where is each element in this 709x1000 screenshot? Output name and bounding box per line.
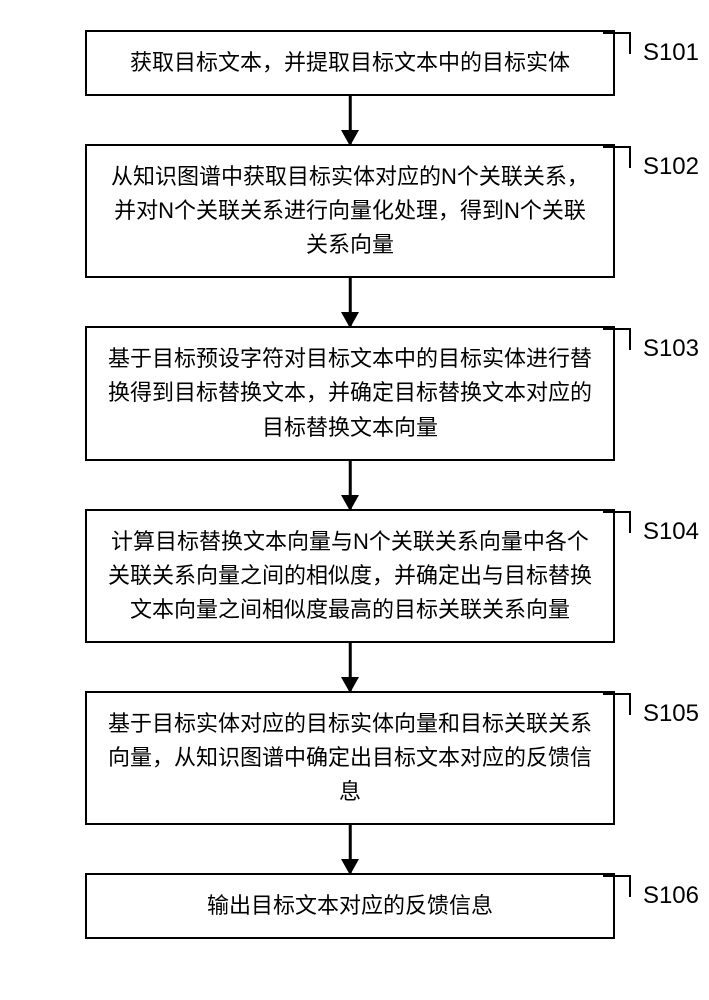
node-text: 输出目标文本对应的反馈信息	[207, 889, 493, 923]
flow-node-s104: 计算目标替换文本向量与N个关联关系向量中各个关联关系向量之间的相似度，并确定出与…	[85, 509, 615, 643]
step-label: S103	[643, 330, 699, 367]
label-bracket	[603, 146, 631, 168]
flow-node-s106: 输出目标文本对应的反馈信息 S106	[85, 873, 615, 939]
flowchart-container: 获取目标文本，并提取目标文本中的目标实体 S101 从知识图谱中获取目标实体对应…	[40, 30, 660, 939]
flow-arrow	[85, 461, 615, 509]
label-bracket	[603, 328, 631, 350]
step-label: S106	[643, 877, 699, 914]
node-text: 基于目标预设字符对目标文本中的目标实体进行替换得到目标替换文本，并确定目标替换文…	[105, 342, 595, 444]
node-text: 从知识图谱中获取目标实体对应的N个关联关系，并对N个关联关系进行向量化处理，得到…	[105, 160, 595, 262]
flow-node-s102: 从知识图谱中获取目标实体对应的N个关联关系，并对N个关联关系进行向量化处理，得到…	[85, 144, 615, 278]
step-label: S104	[643, 513, 699, 550]
label-bracket	[603, 693, 631, 715]
flow-arrow	[85, 643, 615, 691]
label-bracket	[603, 511, 631, 533]
flow-arrow	[85, 278, 615, 326]
flow-node-s105: 基于目标实体对应的目标实体向量和目标关联关系向量，从知识图谱中确定出目标文本对应…	[85, 691, 615, 825]
node-text: 计算目标替换文本向量与N个关联关系向量中各个关联关系向量之间的相似度，并确定出与…	[105, 525, 595, 627]
flow-arrow	[85, 96, 615, 144]
step-label: S102	[643, 148, 699, 185]
step-label: S101	[643, 34, 699, 71]
flow-node-s101: 获取目标文本，并提取目标文本中的目标实体 S101	[85, 30, 615, 96]
step-label: S105	[643, 695, 699, 732]
flow-arrow	[85, 825, 615, 873]
node-text: 基于目标实体对应的目标实体向量和目标关联关系向量，从知识图谱中确定出目标文本对应…	[105, 707, 595, 809]
label-bracket	[603, 875, 631, 897]
label-bracket	[603, 32, 631, 54]
node-text: 获取目标文本，并提取目标文本中的目标实体	[130, 46, 570, 80]
flow-node-s103: 基于目标预设字符对目标文本中的目标实体进行替换得到目标替换文本，并确定目标替换文…	[85, 326, 615, 460]
